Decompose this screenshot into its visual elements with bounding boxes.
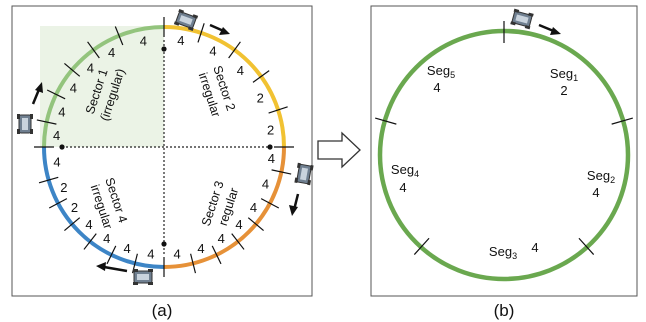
segment-label-4: Seg4 4 [391, 162, 419, 195]
segment-tick-2 [197, 23, 205, 43]
segment-boundary-tick-5 [375, 117, 397, 125]
segment-label: 4 [218, 231, 225, 246]
segment-tick-24 [87, 41, 100, 59]
segment-label: 4 [140, 33, 147, 48]
svg-text:Seg4: Seg4 [391, 162, 419, 179]
panel-b-ticks [375, 21, 633, 255]
segment-label: 4 [123, 241, 130, 256]
segment-label: 4 [58, 104, 65, 119]
segment-tick-18 [48, 198, 68, 209]
segment-label: 4 [209, 43, 216, 58]
segment-tick-8 [260, 198, 280, 209]
robot-icon [133, 269, 153, 285]
svg-text:4: 4 [399, 180, 406, 195]
panel-b: Seg1 2 Seg2 4 Seg3 4 Seg4 4 Seg5 4 (b) [370, 5, 638, 320]
segment-label: 4 [70, 81, 77, 96]
ring-b [377, 28, 631, 282]
segment-label: 2 [71, 200, 78, 215]
panel-a-frame [11, 5, 313, 297]
segment-tick-12 [190, 253, 197, 274]
dot-right [267, 144, 273, 150]
svg-text:2: 2 [560, 83, 567, 98]
direction-arrow-icon [538, 23, 561, 35]
svg-text:Seg2: Seg2 [587, 168, 615, 185]
panel-b-frame [370, 5, 638, 297]
svg-text:Seg5: Seg5 [427, 63, 455, 80]
svg-text:Seg3: Seg3 [489, 244, 517, 261]
segment-label: 4 [177, 33, 184, 48]
right-hollow-arrow-icon [317, 131, 361, 169]
sector-4-label: Sector 4 irregular [87, 176, 131, 233]
panel-b-caption: (b) [494, 301, 515, 320]
segment-label-5: Seg5 4 [427, 63, 455, 95]
segment-boundary-tick-4 [413, 237, 430, 255]
segment-label: 4 [262, 176, 269, 191]
segment-tick-25 [114, 26, 124, 46]
direction-arrow-icon [31, 82, 43, 105]
panel-a-caption: (a) [152, 301, 173, 320]
segment-tick-7 [271, 169, 292, 175]
segment-tick-17 [64, 217, 81, 232]
segment-tick-10 [231, 233, 245, 250]
segment-boundary-tick-2 [611, 117, 633, 125]
segment-label: 4 [268, 151, 275, 166]
segment-tick-15 [106, 245, 117, 265]
segment-label: 4 [53, 155, 60, 170]
segment-label: 4 [53, 128, 60, 143]
segment-boundary-tick-3 [578, 237, 595, 255]
segment-label: 2 [257, 90, 264, 105]
svg-text:4: 4 [531, 240, 538, 255]
segment-label: 4 [85, 217, 92, 232]
robot-icon [294, 162, 314, 186]
segment-label: 2 [267, 123, 274, 138]
segment-label: 4 [250, 200, 257, 215]
dot-bottom [161, 241, 167, 247]
segment-tick-5 [268, 106, 288, 114]
dot-top [161, 46, 167, 52]
robot-icon [173, 9, 199, 31]
segment-label: 4 [108, 45, 115, 60]
segment-label: 4 [235, 217, 242, 232]
segment-label: 4 [103, 231, 110, 246]
segment-tick-19 [38, 176, 59, 184]
robot-icon [510, 8, 534, 30]
segment-label: 4 [237, 63, 244, 78]
svg-text:4: 4 [433, 80, 440, 95]
direction-arrow-icon [209, 23, 230, 35]
svg-text:Seg1: Seg1 [550, 66, 578, 83]
segment-tick-21 [36, 119, 57, 125]
segment-label-1: Seg1 2 [550, 66, 578, 98]
segment-label: 4 [197, 241, 204, 256]
robot-icon [17, 114, 33, 134]
segment-tick-9 [247, 217, 264, 232]
segment-label: 4 [174, 247, 181, 262]
segment-tick-22 [46, 89, 66, 100]
segment-tick-4 [252, 70, 270, 83]
segment-label-2: Seg2 4 [587, 168, 615, 200]
segment-label: 4 [87, 61, 94, 76]
segment-tick-11 [211, 245, 222, 265]
segment-tick-16 [83, 233, 97, 250]
dot-left [59, 144, 65, 150]
segment-tick-23 [64, 62, 81, 77]
svg-text:4: 4 [592, 185, 599, 200]
sector-2-label: Sector 2 irregular [195, 64, 239, 121]
segment-label: 4 [147, 247, 154, 262]
segment-label-3: Seg3 4 [489, 240, 539, 261]
segment-label: 2 [60, 180, 67, 195]
sector-2-arc [163, 25, 286, 148]
segment-tick-3 [228, 41, 241, 59]
direction-arrow-icon [289, 193, 300, 216]
direction-arrow-icon [96, 262, 128, 273]
sector-4-arc [42, 146, 165, 269]
